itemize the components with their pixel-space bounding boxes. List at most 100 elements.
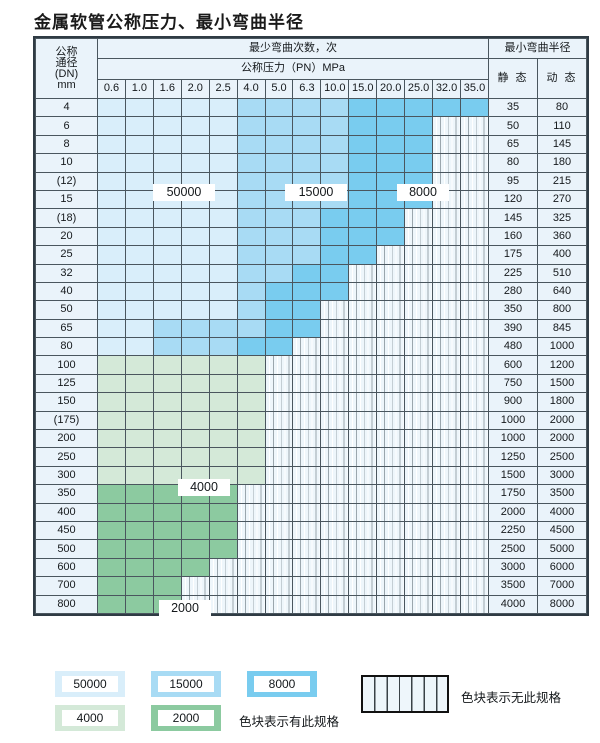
cell-fill bbox=[433, 540, 460, 558]
cell-fill bbox=[405, 338, 433, 356]
cell-dn: 50 bbox=[35, 300, 98, 320]
cell-dn: 25 bbox=[35, 245, 98, 265]
cell-fill bbox=[98, 485, 125, 503]
cell-fill bbox=[125, 448, 153, 466]
header-pressure-1.6: 1.6 bbox=[152, 78, 182, 99]
cell-fill bbox=[181, 99, 209, 117]
cell-fill bbox=[433, 558, 460, 577]
cell-pressure bbox=[180, 134, 210, 155]
cell-pressure bbox=[97, 465, 126, 486]
cell-pressure bbox=[320, 557, 350, 578]
cell-fill bbox=[433, 595, 460, 613]
cell-pressure bbox=[320, 263, 350, 283]
cell-pressure bbox=[320, 208, 350, 228]
cell-pressure bbox=[432, 281, 461, 302]
cell-static-radius: 1000 bbox=[488, 410, 538, 431]
cell-pressure bbox=[376, 447, 406, 467]
cell-pressure bbox=[264, 465, 294, 486]
cell-pressure bbox=[264, 520, 294, 541]
cell-fill bbox=[349, 411, 377, 430]
cell-pressure bbox=[376, 594, 406, 614]
cell-static-radius: 145 bbox=[488, 208, 538, 228]
cell-pressure bbox=[152, 410, 182, 431]
legend-chip-value: 15000 bbox=[158, 676, 214, 692]
cell-dn: 6 bbox=[35, 116, 98, 136]
cell-pressure bbox=[208, 263, 238, 283]
cell-pressure bbox=[459, 116, 490, 136]
header-pressure-4.0: 4.0 bbox=[236, 78, 266, 99]
cell-fill bbox=[460, 356, 488, 374]
cell-pressure bbox=[292, 337, 322, 357]
cell-dynamic-radius: 400 bbox=[537, 245, 587, 265]
cell-fill bbox=[377, 466, 405, 485]
cell-fill bbox=[377, 540, 405, 558]
cell-pressure bbox=[97, 245, 126, 265]
cell-fill bbox=[237, 411, 265, 430]
cell-fill bbox=[181, 393, 209, 411]
cell-pressure bbox=[348, 373, 378, 394]
cell-fill bbox=[125, 319, 153, 338]
cell-fill bbox=[98, 338, 125, 356]
cell-fill bbox=[377, 595, 405, 613]
cell-pressure bbox=[208, 208, 238, 228]
cell-fill bbox=[125, 227, 153, 246]
cell-fill bbox=[377, 99, 405, 117]
cell-fill bbox=[321, 319, 349, 338]
cell-pressure bbox=[208, 447, 238, 467]
cell-pressure bbox=[459, 355, 490, 375]
header-pressure-35.0: 35.0 bbox=[459, 78, 490, 99]
cell-dn: 32 bbox=[35, 263, 98, 283]
cell-pressure bbox=[376, 539, 406, 559]
cell-fill bbox=[181, 374, 209, 393]
cell-pressure bbox=[376, 429, 406, 449]
cell-fill bbox=[377, 430, 405, 448]
header-dn-line-3: (DN) bbox=[54, 67, 79, 80]
cell-fill bbox=[349, 209, 377, 227]
cell-static-radius: 160 bbox=[488, 226, 538, 247]
cell-fill bbox=[349, 282, 377, 301]
cell-pressure bbox=[320, 539, 350, 559]
cell-static-radius: 390 bbox=[488, 318, 538, 339]
cell-fill bbox=[377, 577, 405, 595]
cell-static-radius: 280 bbox=[488, 281, 538, 302]
table-head: 公称 通径 (DN) mm 最少弯曲次数，次 最小弯曲半径 公称压力（PN）MP… bbox=[35, 38, 587, 99]
cell-dynamic-radius: 1500 bbox=[537, 373, 587, 394]
cell-static-radius: 3500 bbox=[488, 576, 538, 596]
cell-fill bbox=[321, 393, 349, 411]
cell-pressure bbox=[432, 153, 461, 173]
cell-fill bbox=[181, 227, 209, 246]
cell-pressure bbox=[459, 576, 490, 596]
cell-pressure bbox=[97, 373, 126, 394]
cell-pressure bbox=[320, 465, 350, 486]
cell-fill bbox=[181, 282, 209, 301]
table-row: 250 1250 2500 bbox=[35, 447, 587, 467]
cell-fill bbox=[405, 282, 433, 301]
cell-fill bbox=[153, 577, 181, 595]
header-dn-line-1: 公称 bbox=[55, 45, 78, 58]
table-row: 100 600 1200 bbox=[35, 355, 587, 375]
cell-fill bbox=[433, 393, 460, 411]
table-row: 6 50 110 bbox=[35, 116, 587, 136]
cell-fill bbox=[433, 411, 460, 430]
cell-pressure bbox=[152, 373, 182, 394]
cell-pressure bbox=[124, 281, 154, 302]
cell-pressure bbox=[208, 520, 238, 541]
cell-pressure bbox=[432, 245, 461, 265]
cell-static-radius: 35 bbox=[488, 97, 538, 118]
cell-pressure bbox=[152, 539, 182, 559]
cell-fill bbox=[349, 356, 377, 374]
cell-fill bbox=[181, 503, 209, 521]
cell-fill bbox=[125, 117, 153, 135]
cell-fill bbox=[377, 503, 405, 521]
cell-pressure bbox=[208, 116, 238, 136]
cell-pressure bbox=[348, 557, 378, 578]
cell-pressure bbox=[292, 539, 322, 559]
cell-fill bbox=[125, 558, 153, 577]
cell-fill bbox=[321, 246, 349, 264]
cell-pressure bbox=[208, 594, 238, 614]
header-pressure-20.0: 20.0 bbox=[376, 78, 406, 99]
cell-dn: 200 bbox=[35, 429, 98, 449]
cell-fill bbox=[293, 595, 321, 613]
cell-fill bbox=[433, 135, 460, 154]
cell-fill bbox=[209, 227, 237, 246]
